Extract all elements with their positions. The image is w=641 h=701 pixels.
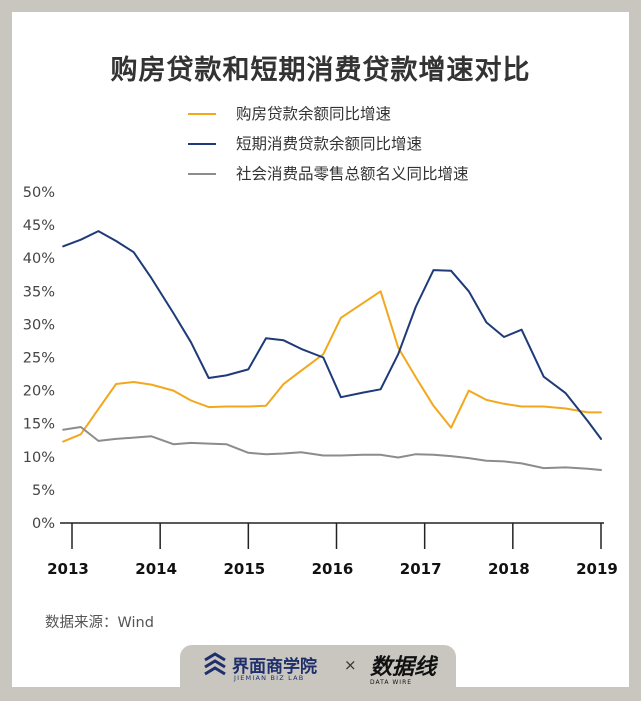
legend-swatch-mortgage [188, 113, 216, 115]
y-tick-label: 5% [32, 483, 55, 499]
y-tick-label: 10% [23, 450, 55, 466]
series-line-consumer-loan [62, 230, 602, 440]
series-line-mortgage [62, 290, 602, 443]
legend-label-retail-sales: 社会消费品零售总额名义同比增速 [236, 165, 469, 183]
jiemian-logo-icon [204, 652, 226, 676]
data-wire-logo: 数据线 DATA WIRE [370, 649, 436, 686]
chart-card [12, 12, 629, 687]
x-tick-label: 2016 [312, 560, 354, 578]
y-tick-label: 50% [23, 185, 55, 201]
x-tick-label: 2013 [47, 560, 89, 578]
y-tick-label: 35% [23, 284, 55, 300]
y-tick-label: 0% [32, 516, 55, 532]
legend-label-mortgage: 购房贷款余额同比增速 [236, 105, 392, 123]
x-tick-label: 2014 [135, 560, 177, 578]
legend-swatch-retail-sales [188, 173, 216, 175]
y-tick-label: 20% [23, 384, 55, 400]
brand-name: 界面商学院 [232, 657, 317, 677]
x-tick-label: 2017 [400, 560, 442, 578]
times-sign: × [344, 656, 357, 674]
y-tick-label: 25% [23, 351, 55, 367]
legend-label-consumer-loan: 短期消费贷款余额同比增速 [236, 135, 423, 153]
y-tick-label: 30% [23, 317, 55, 333]
y-tick-label: 40% [23, 251, 55, 267]
x-tick-label: 2019 [576, 560, 618, 578]
y-tick-label: 45% [23, 218, 55, 234]
footer-banner: 界面商学院 JIEMIAN BIZ LAB × 数据线 DATA WIRE [180, 645, 456, 689]
jiemian-brand: 界面商学院 JIEMIAN BIZ LAB [202, 651, 317, 685]
x-tick-label: 2015 [223, 560, 265, 578]
legend-swatch-consumer-loan [188, 143, 216, 145]
y-tick-label: 15% [23, 417, 55, 433]
source-note: 数据来源：Wind [45, 615, 154, 631]
x-tick-label: 2018 [488, 560, 530, 578]
data-wire-subtitle: DATA WIRE [370, 679, 413, 686]
data-wire-name: 数据线 [370, 655, 437, 680]
series-line-retail-sales [62, 426, 602, 471]
brand-subtitle: JIEMIAN BIZ LAB [234, 674, 305, 682]
chart-title: 购房贷款和短期消费贷款增速对比 [110, 55, 531, 86]
